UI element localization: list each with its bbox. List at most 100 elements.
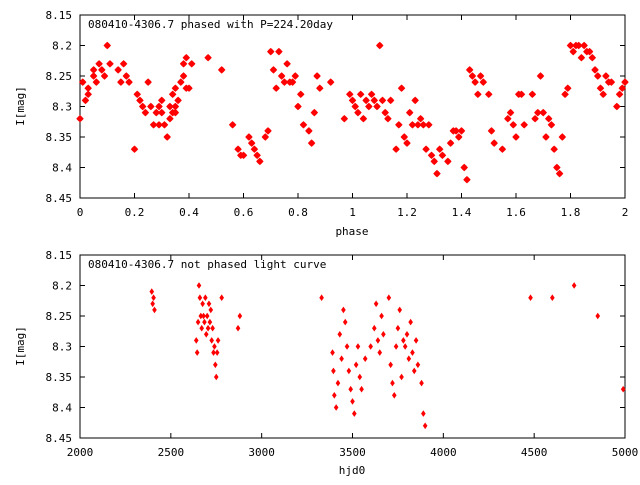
phased-data-point — [520, 121, 528, 129]
phased-data-point — [354, 108, 362, 117]
unphased-data-point — [197, 294, 203, 301]
phased-data-point — [179, 60, 188, 68]
phased-y-tick-label: 8.3 — [52, 101, 72, 114]
unphased-data-point — [348, 385, 353, 393]
phased-data-point — [386, 96, 395, 105]
unphased-x-tick-label: 4500 — [521, 446, 548, 459]
unphased-data-point — [195, 318, 201, 326]
unphased-data-point — [193, 337, 199, 344]
phased-data-point — [365, 102, 373, 111]
unphased-data-point — [395, 324, 401, 332]
phased-data-point — [457, 127, 466, 135]
unphased-data-point — [202, 318, 207, 326]
phased-y-tick-label: 8.25 — [46, 70, 73, 83]
unphased-data-point — [337, 331, 343, 338]
phased-data-point — [509, 121, 518, 129]
phased-data-point — [294, 102, 302, 111]
phased-data-point — [359, 114, 368, 123]
unphased-data-point — [379, 312, 384, 320]
phased-data-point — [98, 66, 106, 74]
phased-data-point — [591, 66, 599, 74]
phased-data-point — [422, 145, 430, 153]
phased-data-point — [433, 169, 441, 178]
phased-data-point — [155, 102, 163, 111]
phased-data-point — [204, 53, 212, 62]
phased-data-point — [264, 127, 272, 135]
phased-data-point — [446, 139, 455, 147]
unphased-data-point — [213, 373, 219, 381]
phased-data-point — [136, 96, 144, 105]
phased-data-point — [272, 84, 280, 92]
phased-data-point — [228, 121, 237, 129]
unphased-data-point — [212, 343, 217, 350]
phased-data-point — [144, 78, 152, 86]
unphased-x-tick-label: 3500 — [339, 446, 366, 459]
phased-data-point — [498, 145, 507, 153]
phased-data-point — [78, 78, 87, 86]
phased-data-point — [133, 90, 141, 99]
phased-data-point — [376, 41, 384, 50]
unphased-data-point — [419, 379, 424, 387]
phased-data-point — [536, 72, 545, 80]
phased-data-point — [384, 114, 392, 123]
phased-data-point — [346, 90, 354, 99]
unphased-data-point — [200, 300, 205, 308]
unphased-data-point — [595, 312, 601, 320]
unphased-data-point — [362, 355, 368, 362]
phased-x-tick-label: 1.4 — [452, 206, 472, 219]
phased-data-point — [103, 41, 111, 50]
phased-data-point — [174, 96, 182, 105]
unphased-data-point — [335, 379, 341, 387]
unphased-data-point — [150, 300, 155, 308]
phased-data-point — [114, 66, 122, 74]
phased-data-point — [370, 96, 379, 105]
unphased-data-point — [406, 355, 412, 362]
phased-data-point — [89, 72, 98, 80]
phased-x-tick-label: 0.8 — [288, 206, 308, 219]
phased-data-point — [239, 151, 248, 160]
phased-data-point — [438, 151, 447, 160]
phased-data-point — [574, 41, 583, 50]
phased-data-point — [351, 102, 359, 111]
unphased-data-point — [214, 349, 220, 356]
phased-data-point — [283, 60, 291, 68]
phased-data-point — [414, 121, 422, 129]
phased-data-point — [348, 96, 357, 105]
phased-data-point — [117, 78, 125, 86]
phased-x-tick-label: 1.6 — [506, 206, 526, 219]
unphased-data-point — [353, 361, 359, 369]
unphased-y-tick-label: 8.3 — [52, 341, 72, 354]
phased-data-point — [125, 78, 133, 86]
unphased-y-tick-label: 8.15 — [46, 249, 73, 262]
phased-data-point — [100, 72, 109, 80]
unphased-light-curve-panel: 080410-4306.7 not phased light curve hjd… — [14, 249, 638, 477]
phased-data-point — [280, 78, 289, 86]
phased-data-point — [130, 145, 139, 153]
unphased-data-point — [368, 343, 373, 350]
phased-data-point — [613, 102, 621, 111]
phased-data-point — [403, 139, 411, 147]
phased-data-point — [269, 66, 278, 74]
unphased-data-point — [350, 398, 355, 405]
unphased-data-point — [399, 373, 404, 381]
unphased-x-tick-label: 4000 — [430, 446, 457, 459]
phased-data-point — [141, 108, 150, 117]
unphased-plot-frame — [79, 254, 626, 439]
unphased-data-point — [339, 355, 344, 362]
unphased-data-point — [402, 343, 408, 350]
phased-data-point — [463, 175, 471, 184]
phased-data-point — [465, 66, 474, 74]
phased-x-tick-label: 0 — [77, 206, 84, 219]
unphased-data-point — [408, 318, 413, 326]
phased-data-point — [316, 84, 324, 92]
phased-data-point — [171, 84, 180, 92]
phased-data-point — [607, 78, 616, 86]
phased-data-point — [566, 41, 575, 50]
unphased-axis-ticks: 2000 2500 3000 3500 4000 4500 5000 8.15 8.2 8.25 8… — [46, 249, 639, 459]
phased-data-point — [373, 102, 381, 111]
unphased-data-point — [204, 312, 210, 320]
phased-data-point — [84, 90, 92, 99]
unphased-data-point — [352, 410, 357, 417]
phased-data-point — [245, 133, 253, 141]
phased-data-point — [397, 84, 406, 92]
